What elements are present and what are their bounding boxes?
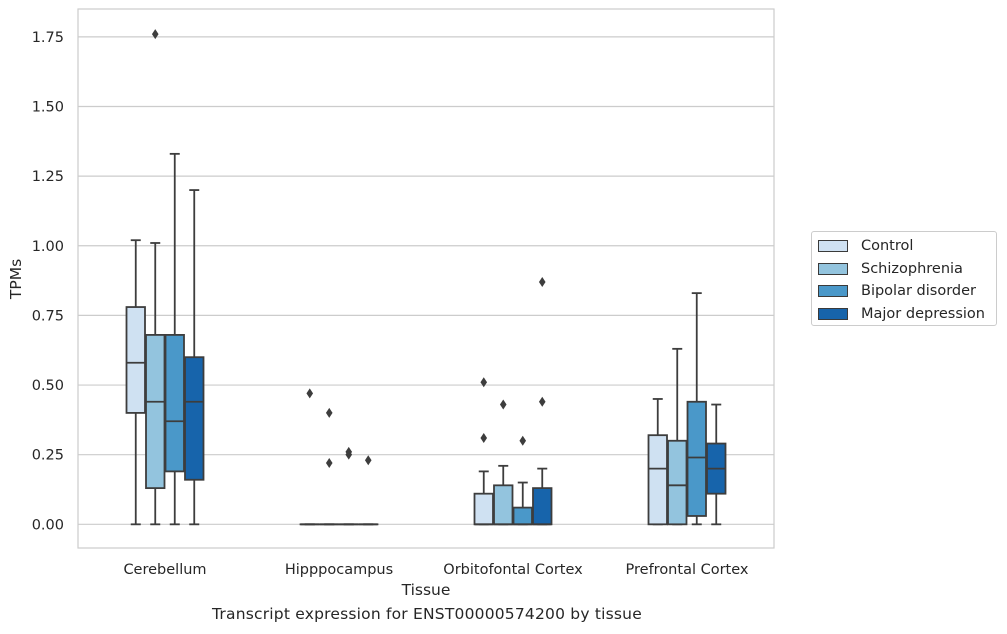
box-major-depression (706, 403, 727, 526)
box-iqr (145, 334, 166, 490)
y-tick-label: 1.75 (32, 30, 64, 46)
legend-swatch (818, 285, 848, 298)
y-tick-label: 0.25 (32, 448, 64, 464)
box-iqr (164, 334, 185, 473)
box-iqr (473, 492, 494, 526)
box-major-depression (358, 455, 379, 526)
box-iqr (647, 434, 668, 526)
x-tick-label: Cerebellum (123, 562, 206, 578)
outlier-point (480, 432, 488, 443)
legend-swatch (818, 262, 848, 275)
outlier-point (519, 435, 527, 446)
figure-caption: Transcript expression for ENST0000057420… (212, 605, 642, 623)
outlier-point (364, 455, 372, 466)
legend-item: Major depression (818, 303, 996, 326)
outlier-point (325, 458, 333, 469)
legend-item: Schizophrenia (818, 258, 996, 281)
outlier-point (480, 377, 488, 388)
outlier-point (538, 396, 546, 407)
x-tick-label: Orbitofontal Cortex (443, 562, 583, 578)
box-iqr (493, 484, 514, 526)
box-iqr (532, 487, 553, 526)
x-tick-label: Hipppocampus (285, 562, 393, 578)
box-major-depression (532, 276, 553, 526)
y-tick-label: 1.50 (32, 99, 64, 115)
plot-frame (77, 8, 775, 549)
outlier-point (345, 446, 353, 457)
outlier-point (306, 388, 314, 399)
legend-swatch (818, 307, 848, 320)
box-major-depression (184, 189, 205, 526)
outlier-point (538, 276, 546, 287)
box-schizophrenia (319, 407, 340, 526)
box-iqr (184, 356, 205, 481)
box-groups (125, 29, 727, 526)
y-tick-labels: 0.00 0.25 0.50 0.75 1.00 1.25 1.50 1.75 (32, 30, 64, 533)
legend-swatch (818, 240, 848, 253)
outlier-point (151, 29, 159, 40)
x-tick-label: Prefrontal Cortex (626, 562, 749, 578)
box-bipolar-disorder (512, 435, 533, 526)
y-tick-label: 1.00 (32, 239, 64, 255)
legend-label: Schizophrenia (861, 260, 963, 277)
box-bipolar-disorder (686, 292, 707, 526)
box-bipolar-disorder (338, 446, 359, 526)
y-tick-label: 0.50 (32, 378, 64, 394)
legend-label: Bipolar disorder (861, 283, 976, 300)
y-axis-label: TPMs (7, 259, 25, 300)
box-iqr (667, 439, 688, 526)
box-iqr (512, 506, 533, 526)
box-control (125, 239, 146, 526)
legend: Control Schizophrenia Bipolar disorder Majo… (811, 231, 997, 326)
legend-label: Control (861, 238, 914, 255)
box-bipolar-disorder (164, 152, 185, 526)
box-schizophrenia (667, 347, 688, 526)
legend-item: Bipolar disorder (818, 280, 996, 303)
legend-item: Control (818, 235, 996, 258)
box-control (299, 388, 320, 526)
x-tick-labels: Cerebellum Hipppocampus Orbitofontal Corte… (123, 562, 748, 578)
outlier-point (325, 407, 333, 418)
y-tick-label: 1.25 (32, 169, 64, 185)
y-tick-label: 0.00 (32, 517, 64, 533)
y-tick-label: 0.75 (32, 308, 64, 324)
legend-label: Major depression (861, 305, 985, 322)
box-schizophrenia (493, 399, 514, 526)
box-control (647, 398, 668, 526)
box-control (473, 377, 494, 526)
box-schizophrenia (145, 29, 166, 526)
box-iqr (686, 400, 707, 517)
x-axis-label: Tissue (401, 581, 451, 599)
box-iqr (125, 306, 146, 414)
outlier-point (499, 399, 507, 410)
